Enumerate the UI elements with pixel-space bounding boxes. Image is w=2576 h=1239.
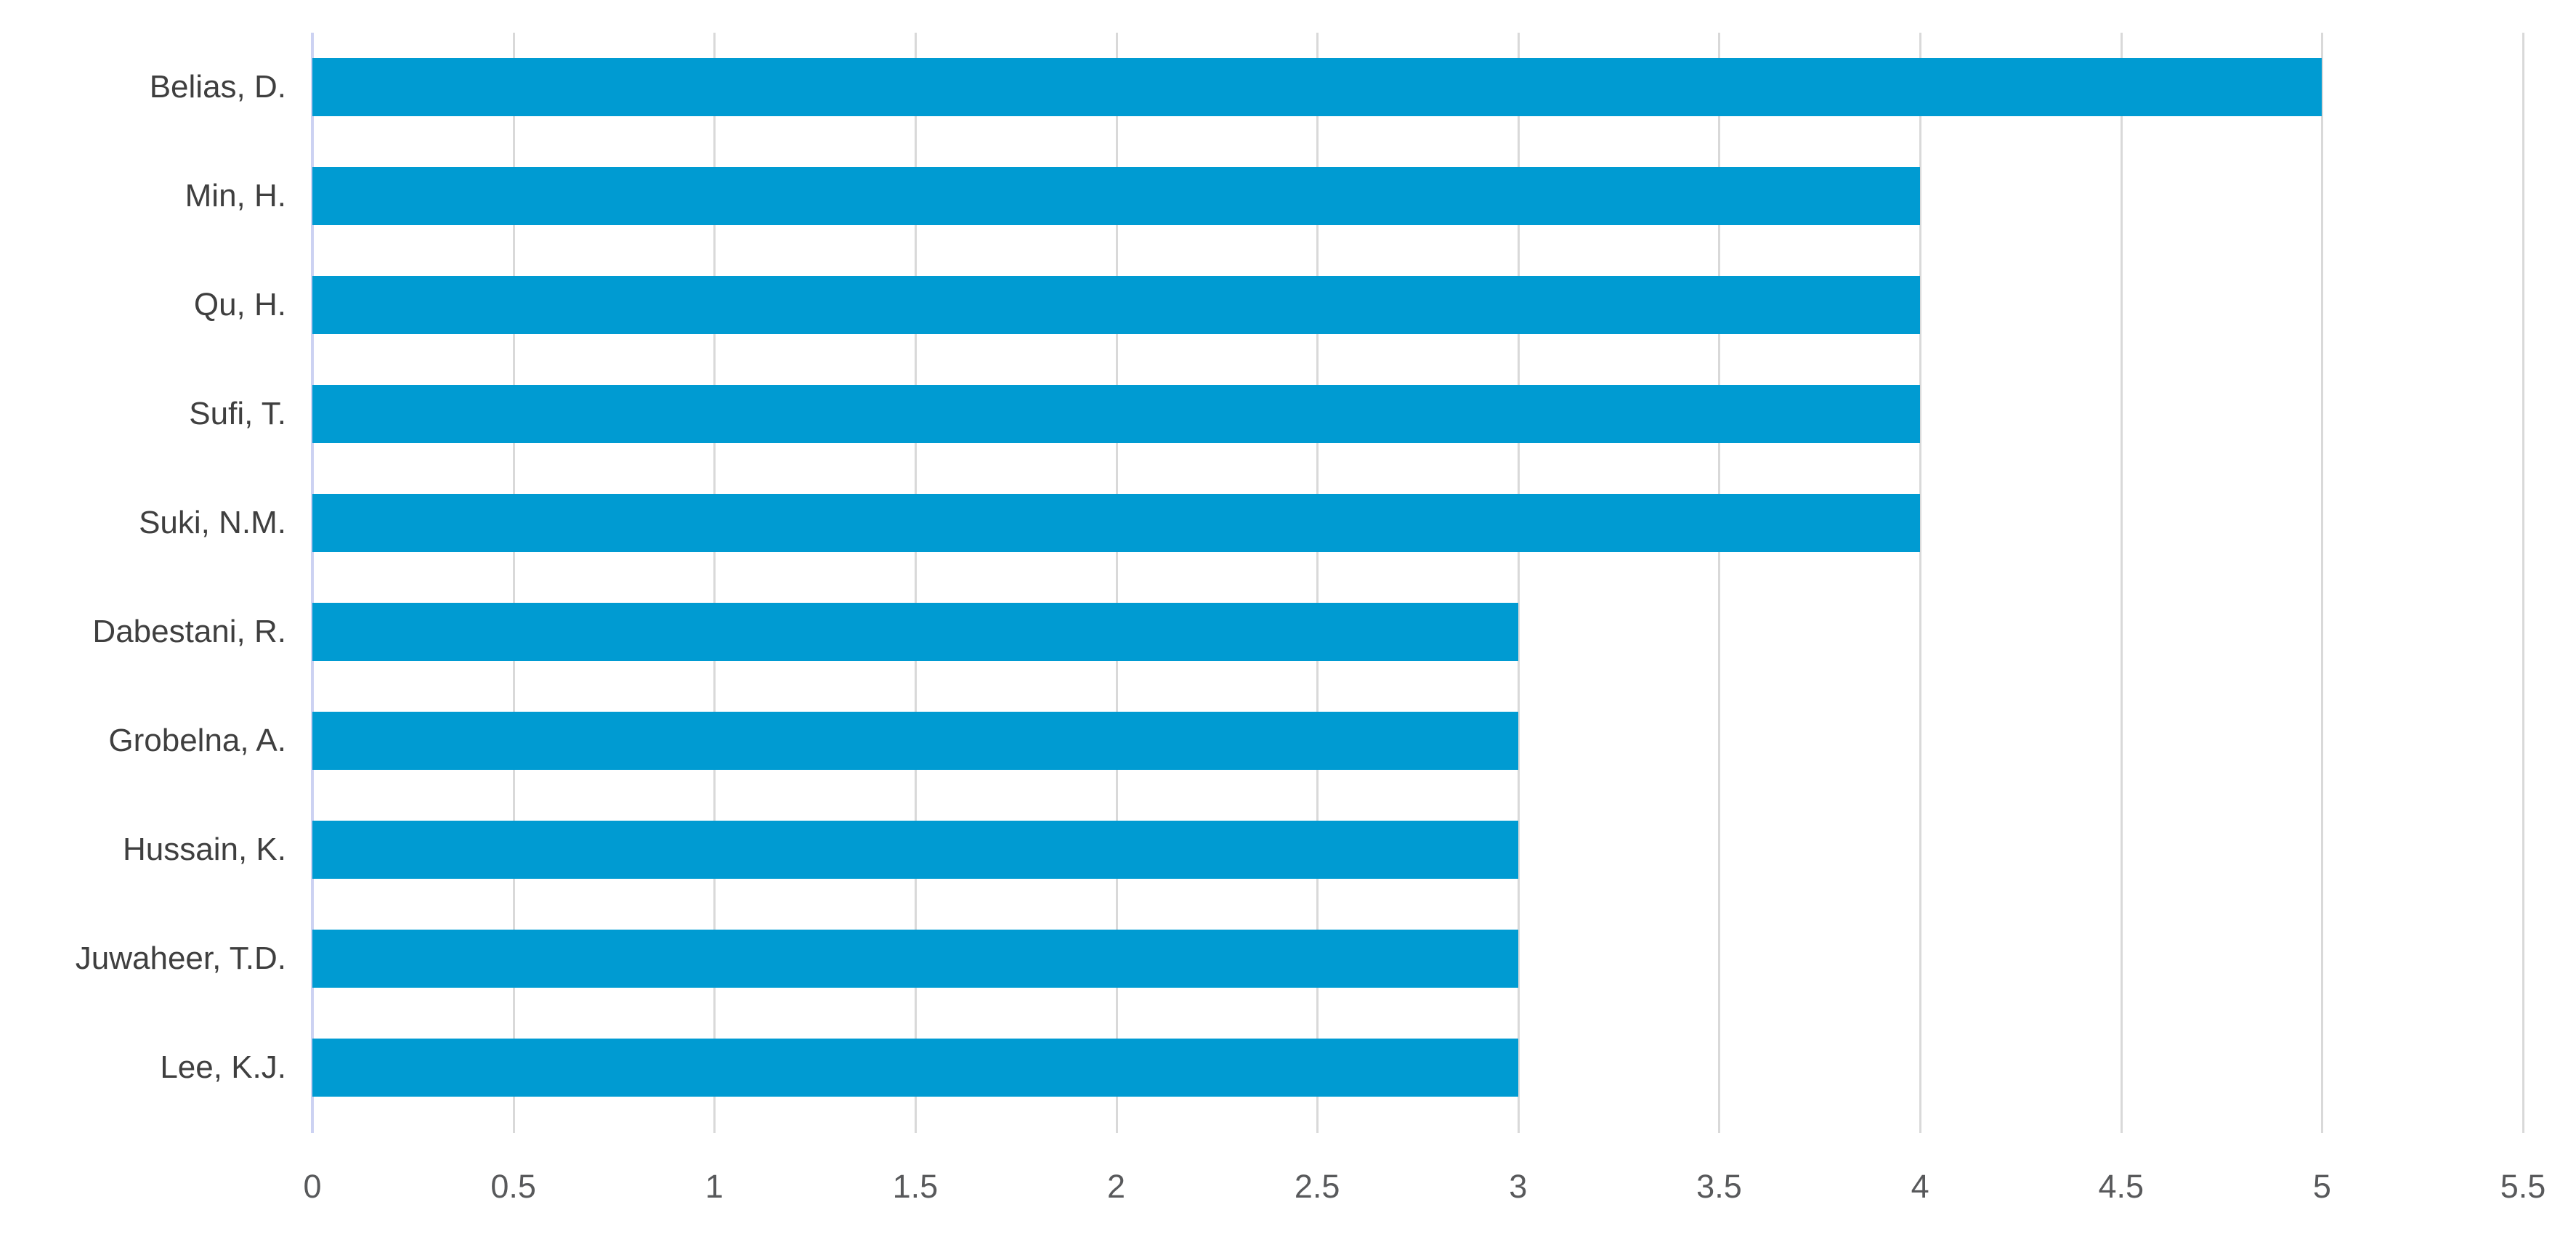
- bar-grobelna-a[interactable]: [312, 712, 1518, 770]
- x-axis-tick-label-5.5: 5.5: [2500, 1168, 2546, 1205]
- x-gridline-4: [1919, 33, 1922, 1133]
- y-axis-label-suki-n-m: Suki, N.M.: [139, 505, 286, 540]
- x-axis-tick-label-4: 4: [1911, 1168, 1929, 1205]
- x-axis-tick-label-2: 2: [1107, 1168, 1126, 1205]
- x-gridline-2.5: [1316, 33, 1319, 1133]
- x-gridline-5.5: [2522, 33, 2524, 1133]
- x-axis-tick-label-3: 3: [1509, 1168, 1528, 1205]
- x-axis-tick-label-0: 0: [303, 1168, 322, 1205]
- x-gridline-3.5: [1718, 33, 1721, 1133]
- y-axis-label-sufi-t: Sufi, T.: [189, 396, 286, 431]
- x-gridline-3: [1517, 33, 1520, 1133]
- y-axis-label-dabestani-r: Dabestani, R.: [92, 614, 286, 649]
- y-axis-zero-line: [311, 33, 314, 1133]
- bar-dabestani-r[interactable]: [312, 603, 1518, 661]
- x-gridline-5: [2321, 33, 2324, 1133]
- bar-qu-h[interactable]: [312, 276, 1921, 334]
- x-axis-tick-label-5: 5: [2312, 1168, 2331, 1205]
- bar-hussain-k[interactable]: [312, 821, 1518, 879]
- y-axis-label-qu-h: Qu, H.: [193, 287, 286, 322]
- x-axis-tick-label-1: 1: [705, 1168, 724, 1205]
- bar-min-h[interactable]: [312, 167, 1921, 225]
- bar-juwaheer-t-d[interactable]: [312, 930, 1518, 988]
- x-gridline-1.5: [914, 33, 917, 1133]
- y-axis-label-min-h: Min, H.: [185, 178, 286, 214]
- y-axis-label-grobelna-a: Grobelna, A.: [108, 723, 286, 758]
- y-axis-label-belias-d: Belias, D.: [149, 69, 286, 105]
- x-gridline-4.5: [2120, 33, 2123, 1133]
- bar-belias-d[interactable]: [312, 58, 2322, 116]
- x-axis-tick-label-2.5: 2.5: [1294, 1168, 1340, 1205]
- x-axis-tick-label-3.5: 3.5: [1696, 1168, 1742, 1205]
- x-gridline-0.5: [512, 33, 515, 1133]
- bar-suki-n-m[interactable]: [312, 494, 1921, 552]
- bar-lee-k-j[interactable]: [312, 1039, 1518, 1097]
- y-axis-label-juwaheer-t-d: Juwaheer, T.D.: [75, 941, 286, 976]
- bar-sufi-t[interactable]: [312, 385, 1921, 443]
- x-axis-tick-label-4.5: 4.5: [2098, 1168, 2144, 1205]
- y-axis-label-lee-k-j: Lee, K.J.: [160, 1049, 286, 1085]
- x-axis-tick-label-0.5: 0.5: [490, 1168, 536, 1205]
- y-axis-label-hussain-k: Hussain, K.: [123, 832, 286, 867]
- x-gridline-2: [1115, 33, 1118, 1133]
- x-gridline-1: [713, 33, 716, 1133]
- x-axis-tick-label-1.5: 1.5: [892, 1168, 939, 1205]
